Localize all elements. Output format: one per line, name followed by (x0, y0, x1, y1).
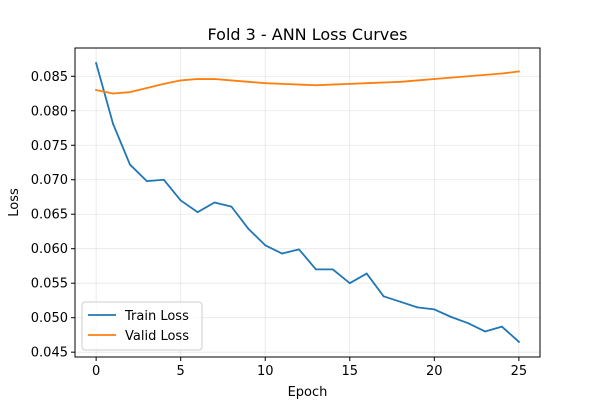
y-tick-label: 0.055 (31, 277, 68, 292)
x-tick-label: 25 (511, 364, 528, 379)
data-point-valid-loss (365, 82, 368, 85)
data-point-train-loss (112, 122, 114, 125)
data-point-valid-loss (230, 79, 233, 82)
data-point-train-loss (382, 295, 385, 298)
data-point-train-loss (162, 178, 165, 181)
data-point-train-loss (145, 180, 148, 183)
data-point-train-loss (95, 62, 98, 65)
data-point-train-loss (517, 340, 520, 343)
data-point-train-loss (331, 268, 334, 271)
y-axis-label: Loss (7, 188, 22, 217)
y-tick-label: 0.065 (31, 208, 68, 223)
data-point-train-loss (467, 322, 470, 325)
data-point-valid-loss (315, 84, 317, 87)
data-point-valid-loss (501, 72, 503, 75)
data-point-valid-loss (264, 82, 267, 85)
data-point-train-loss (399, 300, 402, 303)
data-point-train-loss (264, 244, 267, 247)
data-point-train-loss (179, 199, 182, 202)
data-point-valid-loss (281, 82, 284, 85)
data-point-valid-loss (196, 78, 199, 80)
data-point-train-loss (129, 163, 131, 166)
series-line-valid-loss (95, 70, 520, 95)
data-point-train-loss (348, 282, 351, 285)
x-tick-label: 20 (426, 364, 443, 379)
data-point-valid-loss (247, 80, 250, 83)
series-line-train-loss (95, 62, 521, 344)
data-point-valid-loss (298, 83, 300, 86)
plot-frame (74, 47, 541, 358)
y-tick-label: 0.070 (31, 173, 68, 188)
data-point-train-loss (298, 248, 300, 251)
x-tick-label: 15 (341, 364, 358, 379)
data-point-valid-loss (213, 78, 216, 80)
data-point-train-loss (213, 201, 216, 204)
data-point-valid-loss (484, 73, 486, 76)
data-point-train-loss (450, 316, 453, 318)
y-tick-label: 0.050 (31, 311, 68, 326)
y-tick-label: 0.080 (31, 104, 68, 119)
data-point-valid-loss (162, 82, 165, 85)
y-tick-label: 0.060 (31, 242, 68, 257)
data-point-train-loss (365, 272, 368, 275)
data-point-valid-loss (331, 83, 334, 86)
data-point-valid-loss (129, 91, 131, 94)
data-point-train-loss (484, 330, 486, 333)
data-point-valid-loss (179, 79, 182, 82)
legend: Train Loss Valid Loss (81, 301, 203, 351)
data-point-train-loss (433, 308, 436, 311)
y-tick-label: 0.075 (31, 139, 68, 154)
data-point-train-loss (416, 306, 419, 309)
data-point-valid-loss (517, 70, 520, 73)
data-point-train-loss (315, 268, 317, 271)
data-point-train-loss (501, 325, 503, 328)
data-point-valid-loss (433, 78, 436, 80)
data-point-train-loss (247, 227, 250, 230)
legend-label-valid-loss: Valid Loss (125, 329, 189, 344)
ticks-layer: 0 5 10 15 20 25 0.045 0.050 0.055 0.060 0.065 0.070… (31, 70, 527, 379)
chart-title: Fold 3 - ANN Loss Curves (208, 25, 408, 44)
y-tick-label: 0.085 (31, 70, 68, 85)
x-axis-label: Epoch (288, 385, 328, 400)
y-tick-label: 0.045 (31, 346, 68, 361)
legend-label-train-loss: Train Loss (124, 309, 189, 324)
data-point-valid-loss (95, 89, 98, 91)
data-point-valid-loss (348, 82, 351, 85)
data-point-train-loss (281, 252, 284, 255)
x-tick-label: 10 (257, 364, 274, 379)
x-tick-label: 0 (92, 364, 100, 379)
data-point-valid-loss (145, 87, 148, 89)
data-point-train-loss (230, 205, 233, 208)
x-tick-label: 5 (177, 364, 185, 379)
data-point-valid-loss (382, 81, 385, 84)
data-point-train-loss (196, 211, 199, 214)
legend-box (81, 301, 203, 351)
series-layer (95, 62, 521, 344)
data-point-valid-loss (467, 75, 470, 78)
data-point-valid-loss (416, 79, 419, 82)
data-point-valid-loss (450, 76, 453, 79)
data-point-valid-loss (112, 92, 114, 95)
data-point-valid-loss (399, 80, 402, 83)
